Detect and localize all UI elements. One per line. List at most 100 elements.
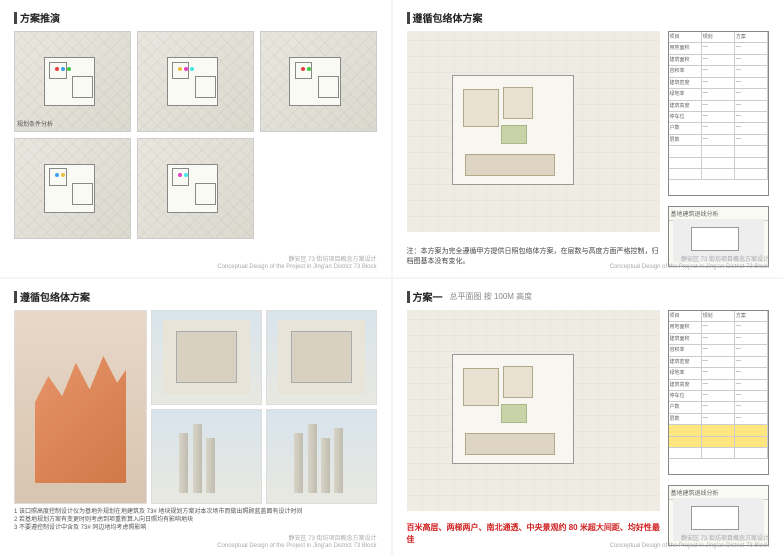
table-cell: — — [702, 135, 735, 145]
table-row: 停车位—— — [669, 112, 769, 123]
panel-subtitle: 总平面图 按 100M 高度 — [450, 291, 533, 302]
table-cell: — — [735, 101, 768, 111]
table-cell: 方案 — [735, 311, 768, 321]
table-cell: 停车位 — [669, 391, 702, 401]
title-bar-icon — [14, 12, 17, 24]
table-cell: 规划 — [702, 32, 735, 42]
table-cell: — — [702, 89, 735, 99]
panel-footer: 静安区 73 街坊项目概念方案设计 Conceptual Design of t… — [610, 536, 769, 550]
table-cell: — — [735, 66, 768, 76]
table-cell: 停车位 — [669, 112, 702, 122]
table-cell — [702, 158, 735, 168]
inset-map — [673, 219, 765, 262]
building-block — [503, 366, 533, 398]
table-row: 项目规划方案 — [669, 32, 769, 43]
title-row: 方案推演 — [14, 10, 377, 25]
table-cell: — — [735, 380, 768, 390]
green-space — [501, 404, 527, 423]
table-cell: 绿地率 — [669, 89, 702, 99]
table-cell: 户数 — [669, 123, 702, 133]
content: 规划条件分析 — [14, 31, 377, 267]
table-row: 停车位—— — [669, 391, 769, 402]
panel-scheme-one: 方案一 总平面图 按 100M 高度 ⊕ 项目规划方案用地面积——建筑面积——容… — [393, 279, 783, 556]
aerial-render — [266, 310, 377, 405]
table-row: 建筑密度—— — [669, 357, 769, 368]
table-cell: — — [702, 322, 735, 332]
table-row: 绿地率—— — [669, 368, 769, 379]
table-row: 项目规划方案 — [669, 311, 769, 322]
table-cell — [735, 158, 768, 168]
table-cell: — — [702, 101, 735, 111]
map-tile: 规划条件分析 — [14, 31, 131, 132]
table-cell — [669, 169, 702, 179]
table-cell: — — [735, 345, 768, 355]
table-row — [669, 448, 769, 459]
panel-scheme-evolution: 方案推演 规划条件分析 — [0, 0, 391, 277]
table-cell — [669, 158, 702, 168]
map-tile — [137, 31, 254, 132]
table-row: 容积率—— — [669, 345, 769, 356]
panel-footer: 静安区 73 街坊项目概念方案设计 Conceptual Design of t… — [217, 536, 376, 550]
footer-line: Conceptual Design of the Project in Jing… — [217, 543, 376, 550]
table-cell — [669, 437, 702, 447]
table-cell: 用地面积 — [669, 43, 702, 53]
map-tile — [260, 31, 377, 132]
page-grid: 方案推演 规划条件分析 — [0, 0, 783, 556]
table-cell: — — [702, 334, 735, 344]
table-row: 用地面积—— — [669, 43, 769, 54]
table-cell: — — [702, 414, 735, 424]
title-bar-icon — [14, 291, 17, 303]
table-cell: — — [735, 112, 768, 122]
map-tile — [14, 138, 131, 239]
inset-map — [673, 498, 765, 541]
plan-background — [407, 310, 661, 511]
footer-line: Conceptual Design of the Project in Jing… — [610, 543, 769, 550]
table-cell: — — [735, 391, 768, 401]
building-block — [465, 154, 555, 176]
table-row: 建筑密度—— — [669, 78, 769, 89]
building-block — [465, 433, 555, 455]
map-tile — [137, 138, 254, 239]
table-cell: 容积率 — [669, 345, 702, 355]
table-cell: 层数 — [669, 135, 702, 145]
tower-render — [151, 409, 262, 504]
building-block — [463, 89, 499, 127]
table-cell: 建筑密度 — [669, 78, 702, 88]
table-row — [669, 425, 769, 436]
table-cell — [735, 425, 768, 435]
table-cell: — — [735, 368, 768, 378]
footer-line: 静安区 73 街坊项目概念方案设计 — [610, 257, 769, 264]
table-cell: — — [735, 135, 768, 145]
panel-footer: 静安区 73 街坊项目概念方案设计 Conceptual Design of t… — [610, 257, 769, 271]
table-row: 户数—— — [669, 402, 769, 413]
table-cell — [702, 146, 735, 156]
table-cell: — — [735, 414, 768, 424]
aerial-render — [151, 310, 262, 405]
table-row: 用地面积—— — [669, 322, 769, 333]
panel-title: 方案一 — [413, 289, 443, 304]
table-cell: — — [702, 112, 735, 122]
table-cell: — — [702, 391, 735, 401]
table-cell: 层数 — [669, 414, 702, 424]
table-row — [669, 437, 769, 448]
content: 1 该口照高度控制设计仪为基地外规划在地建筑及 73# 地块规划方案对本次场市而… — [14, 310, 377, 546]
content: ⊕ 项目规划方案用地面积——建筑面积——容积率——建筑密度——绿地率——建筑高度… — [407, 31, 770, 267]
panel-envelope-3d: 遵循包络体方案 1 该口照高度控制设计仪为基地外规划在地建筑及 73# 地块规划… — [0, 279, 391, 556]
table-cell: 项目 — [669, 311, 702, 321]
table-cell: — — [702, 55, 735, 65]
table-cell: 建筑面积 — [669, 55, 702, 65]
table-row — [669, 169, 769, 180]
table-row: 户数—— — [669, 123, 769, 134]
table-row: 建筑高度—— — [669, 380, 769, 391]
title-bar-icon — [407, 291, 410, 303]
site-plan: ⊕ 项目规划方案用地面积——建筑面积——容积率——建筑密度——绿地率——建筑高度… — [407, 31, 770, 267]
building-block — [503, 87, 533, 119]
table-cell — [735, 146, 768, 156]
table-cell: — — [702, 43, 735, 53]
table-cell: — — [702, 123, 735, 133]
title-row: 遵循包络体方案 — [407, 10, 770, 25]
table-cell: — — [735, 334, 768, 344]
table-cell: — — [735, 43, 768, 53]
site-boundary — [452, 75, 574, 185]
table-cell — [669, 425, 702, 435]
